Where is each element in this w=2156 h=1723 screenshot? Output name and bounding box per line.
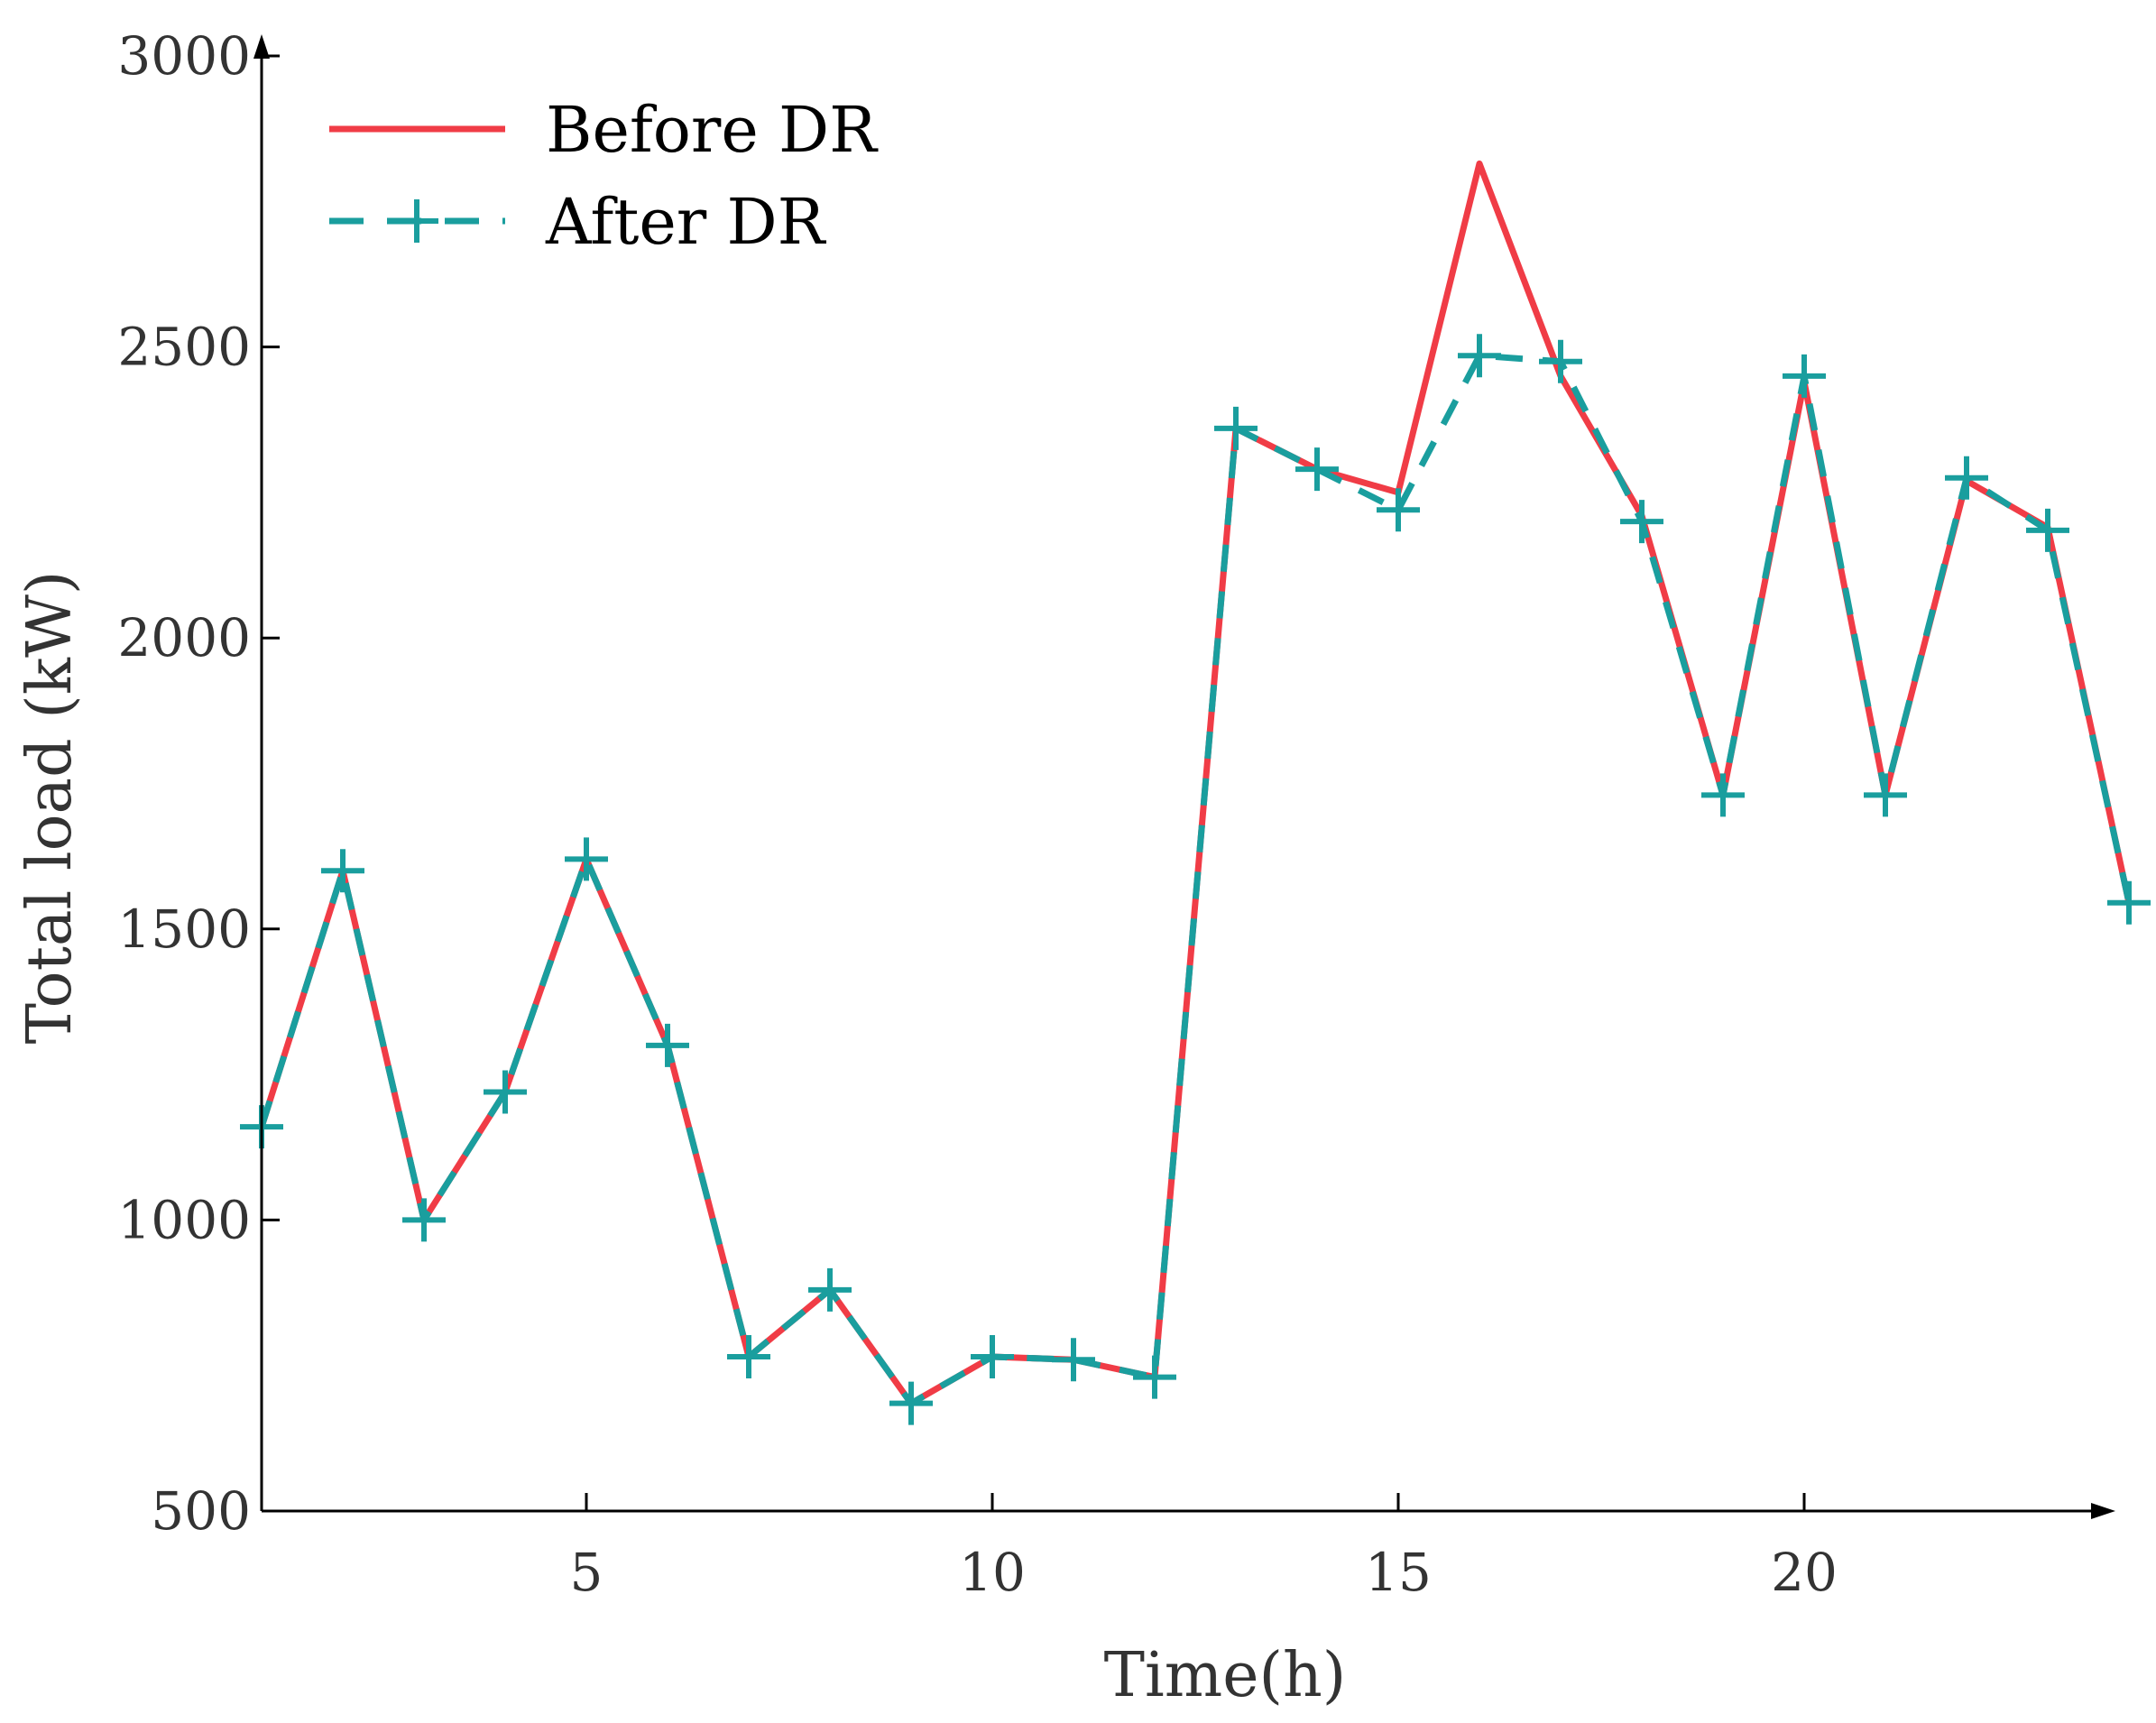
data-point-marker (402, 1198, 446, 1242)
series-line-before-dr (258, 160, 2133, 1407)
data-point-marker (321, 849, 364, 893)
data-point-marker (1864, 773, 1907, 817)
y-axis-title: Total load (kW) (14, 571, 86, 1045)
y-tick-label: 2500 (117, 317, 251, 378)
legend-marker-after-dr (395, 199, 438, 243)
data-point-marker (1458, 334, 1501, 378)
data-point-marker (1377, 488, 1420, 532)
plot-lines (258, 160, 2133, 1407)
data-point-marker (971, 1335, 1014, 1379)
legend-label-after-dr: After DR (545, 185, 827, 259)
x-tick-label: 5 (570, 1542, 603, 1603)
legend-label-before-dr: Before DR (546, 93, 879, 167)
data-point-marker (2026, 508, 2069, 552)
data-point-marker (1945, 456, 1988, 500)
data-point-marker (484, 1070, 527, 1114)
data-point-marker (565, 837, 608, 881)
x-tick-label: 10 (959, 1542, 1026, 1603)
data-point-marker (1052, 1338, 1095, 1382)
data-point-marker (1295, 447, 1339, 492)
y-axis-arrow (253, 34, 270, 59)
x-axis-arrow (2091, 1503, 2115, 1519)
y-tick-label: 1000 (117, 1189, 251, 1250)
y-tick-label: 2000 (117, 607, 251, 668)
data-point-marker (1701, 773, 1745, 817)
data-point-marker (808, 1267, 852, 1312)
data-point-marker (727, 1335, 770, 1379)
legend: Before DR After DR (329, 93, 879, 259)
y-tick-label: 500 (151, 1480, 251, 1542)
x-ticks: 5 10 15 20 (570, 1493, 1838, 1603)
x-tick-label: 15 (1365, 1542, 1432, 1603)
series-line-after-dr (258, 352, 2133, 1407)
data-point-marker (1133, 1355, 1176, 1399)
data-point-marker (1620, 500, 1663, 544)
data-point-marker (1214, 406, 1258, 450)
plot-markers (240, 334, 2151, 1425)
y-ticks: 500 1000 1500 2000 2500 3000 (117, 25, 280, 1542)
axes (253, 34, 2115, 1519)
x-axis-title: Time(h) (1104, 1640, 1347, 1711)
data-point-marker (1783, 354, 1826, 398)
data-point-marker (646, 1023, 689, 1067)
data-point-marker (1539, 339, 1582, 383)
x-tick-label: 20 (1771, 1542, 1838, 1603)
data-point-marker (2107, 880, 2151, 925)
data-point-marker (889, 1381, 933, 1425)
legend-plus-marker (395, 199, 438, 243)
y-tick-label: 3000 (117, 25, 251, 87)
y-tick-label: 1500 (117, 898, 251, 960)
